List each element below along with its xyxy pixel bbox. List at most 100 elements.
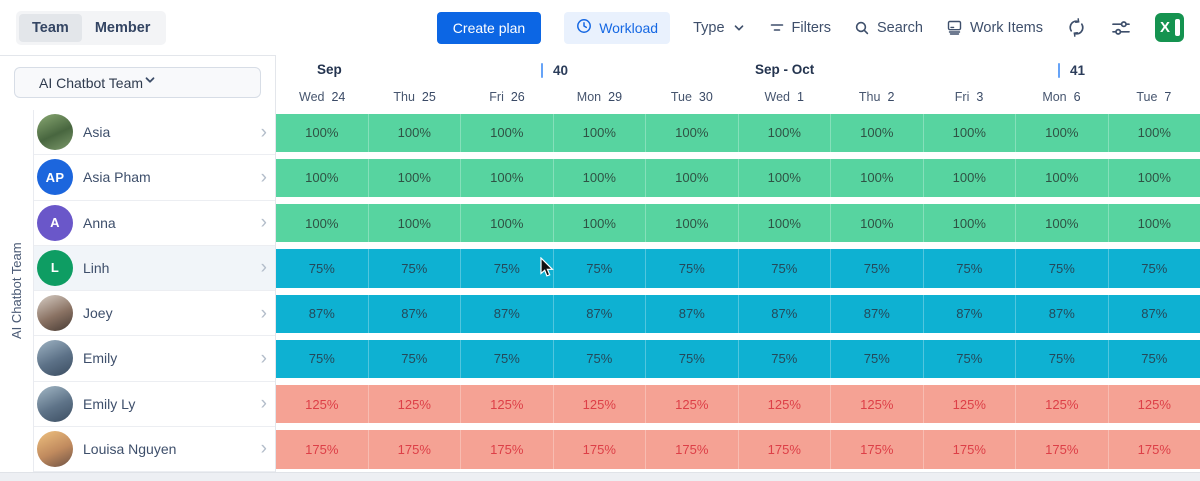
workload-cell[interactable]: 100%: [830, 158, 923, 197]
workload-cell[interactable]: 75%: [737, 249, 831, 288]
work-items-button[interactable]: Work Items: [946, 19, 1043, 36]
type-dropdown[interactable]: Type: [693, 20, 745, 36]
workload-cell[interactable]: 100%: [305, 125, 339, 141]
workload-cell[interactable]: 125%: [305, 396, 339, 412]
workload-cell[interactable]: 75%: [367, 249, 461, 288]
workload-cell[interactable]: 100%: [1107, 204, 1200, 243]
workload-cell[interactable]: 75%: [552, 339, 646, 378]
workload-cell[interactable]: 75%: [645, 339, 738, 378]
chevron-right-icon[interactable]: ›: [260, 121, 267, 143]
workload-cell[interactable]: 125%: [645, 385, 738, 424]
workload-cell[interactable]: 87%: [1107, 294, 1200, 333]
workload-cell[interactable]: 125%: [460, 385, 553, 424]
member-row[interactable]: Emily Ly ›: [34, 381, 275, 427]
workload-cell[interactable]: 75%: [922, 339, 1016, 378]
workload-cell[interactable]: 175%: [552, 430, 646, 469]
workload-cell[interactable]: 125%: [367, 385, 461, 424]
workload-cell[interactable]: 100%: [737, 158, 831, 197]
chevron-right-icon[interactable]: ›: [260, 166, 267, 188]
workload-cell[interactable]: 75%: [1015, 249, 1108, 288]
member-row[interactable]: Joey ›: [34, 291, 275, 337]
team-selector[interactable]: AI Chatbot Team: [14, 67, 261, 98]
workload-cell[interactable]: 75%: [830, 339, 923, 378]
workload-cell[interactable]: 125%: [737, 385, 831, 424]
workload-cell[interactable]: 100%: [737, 113, 831, 152]
workload-cell[interactable]: 175%: [367, 430, 461, 469]
member-row[interactable]: Louisa Nguyen ›: [34, 426, 275, 472]
chevron-right-icon[interactable]: ›: [260, 438, 267, 460]
workload-cell[interactable]: 100%: [922, 158, 1016, 197]
workload-cell[interactable]: 100%: [645, 113, 738, 152]
create-plan-button[interactable]: Create plan: [436, 11, 542, 44]
workload-cell[interactable]: 100%: [922, 204, 1016, 243]
workload-cell[interactable]: 75%: [737, 339, 831, 378]
workload-cell[interactable]: 175%: [830, 430, 923, 469]
workload-cell[interactable]: 87%: [367, 294, 461, 333]
workload-cell[interactable]: 87%: [552, 294, 646, 333]
workload-cell[interactable]: 100%: [1015, 204, 1108, 243]
workload-cell[interactable]: 75%: [830, 249, 923, 288]
workload-cell[interactable]: 100%: [460, 158, 553, 197]
workload-cell[interactable]: 75%: [460, 249, 553, 288]
chevron-right-icon[interactable]: ›: [260, 212, 267, 234]
workload-cell[interactable]: 87%: [922, 294, 1016, 333]
workload-cell[interactable]: 100%: [367, 204, 461, 243]
workload-cell[interactable]: 100%: [645, 204, 738, 243]
member-row[interactable]: L Linh ›: [34, 245, 275, 291]
member-row[interactable]: A Anna ›: [34, 200, 275, 246]
workload-cell[interactable]: 175%: [922, 430, 1016, 469]
workload-cell[interactable]: 125%: [1015, 385, 1108, 424]
workload-cell[interactable]: 100%: [645, 158, 738, 197]
workload-cell[interactable]: 100%: [737, 204, 831, 243]
workload-cell[interactable]: 75%: [922, 249, 1016, 288]
workload-cell[interactable]: 175%: [1107, 430, 1200, 469]
workload-cell[interactable]: 175%: [737, 430, 831, 469]
workload-cell[interactable]: 100%: [830, 204, 923, 243]
workload-cell[interactable]: 75%: [367, 339, 461, 378]
chevron-right-icon[interactable]: ›: [260, 302, 267, 324]
workload-cell[interactable]: 87%: [830, 294, 923, 333]
search-button[interactable]: Search: [854, 20, 923, 36]
workload-cell[interactable]: 87%: [645, 294, 738, 333]
chevron-right-icon[interactable]: ›: [260, 347, 267, 369]
workload-cell[interactable]: 100%: [460, 204, 553, 243]
workload-cell[interactable]: 100%: [552, 204, 646, 243]
workload-cell[interactable]: 75%: [308, 351, 335, 367]
workload-cell[interactable]: 100%: [460, 113, 553, 152]
refresh-icon[interactable]: [1066, 17, 1087, 38]
workload-cell[interactable]: 100%: [305, 170, 339, 186]
workload-cell[interactable]: 175%: [305, 441, 339, 457]
workload-cell[interactable]: 125%: [552, 385, 646, 424]
chevron-right-icon[interactable]: ›: [260, 257, 267, 279]
workload-cell[interactable]: 100%: [1015, 113, 1108, 152]
excel-export-icon[interactable]: X: [1155, 13, 1184, 42]
workload-cell[interactable]: 100%: [367, 113, 461, 152]
workload-cell[interactable]: 75%: [552, 249, 646, 288]
workload-cell[interactable]: 175%: [460, 430, 553, 469]
workload-cell[interactable]: 175%: [645, 430, 738, 469]
workload-cell[interactable]: 100%: [1107, 113, 1200, 152]
settings-sliders-icon[interactable]: [1110, 17, 1132, 39]
workload-cell[interactable]: 100%: [1015, 158, 1108, 197]
workload-cell[interactable]: 125%: [1107, 385, 1200, 424]
member-row[interactable]: Asia ›: [34, 110, 275, 156]
workload-cell[interactable]: 100%: [305, 215, 339, 231]
workload-cell[interactable]: 100%: [830, 113, 923, 152]
tab-member[interactable]: Member: [94, 19, 151, 36]
workload-cell[interactable]: 87%: [308, 306, 335, 322]
workload-cell[interactable]: 75%: [460, 339, 553, 378]
workload-cell[interactable]: 75%: [1107, 339, 1200, 378]
workload-cell[interactable]: 125%: [830, 385, 923, 424]
tab-team[interactable]: Team: [19, 13, 82, 42]
workload-cell[interactable]: 100%: [922, 113, 1016, 152]
workload-cell[interactable]: 100%: [1107, 158, 1200, 197]
workload-cell[interactable]: 100%: [552, 158, 646, 197]
filters-button[interactable]: Filters: [769, 20, 831, 36]
member-row[interactable]: AP Asia Pham ›: [34, 155, 275, 201]
workload-cell[interactable]: 75%: [645, 249, 738, 288]
workload-cell[interactable]: 75%: [308, 260, 335, 276]
workload-cell[interactable]: 87%: [1015, 294, 1108, 333]
workload-cell[interactable]: 100%: [552, 113, 646, 152]
workload-cell[interactable]: 87%: [460, 294, 553, 333]
workload-cell[interactable]: 125%: [922, 385, 1016, 424]
